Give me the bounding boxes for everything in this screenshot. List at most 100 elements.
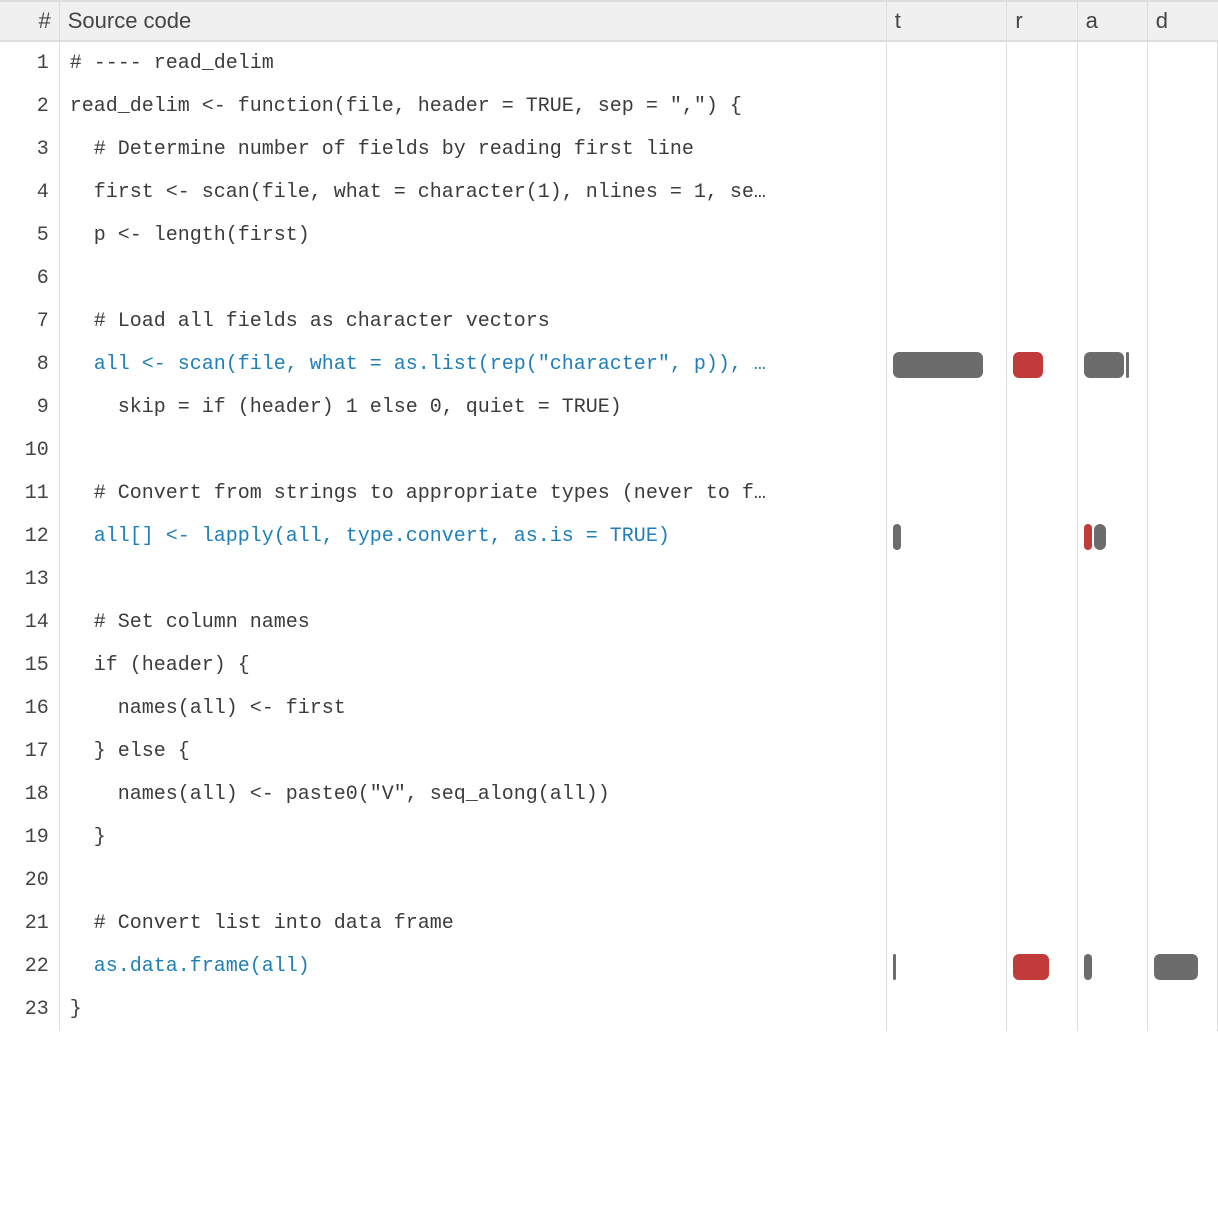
table-row[interactable]: 12 all[] <- lapply(all, type.convert, as…: [0, 515, 1218, 558]
code-line: all <- scan(file, what = as.list(rep("ch…: [59, 343, 886, 386]
table-row[interactable]: 7 # Load all fields as character vectors: [0, 300, 1218, 343]
col-header-linenum: #: [0, 1, 59, 41]
table-row[interactable]: 9 skip = if (header) 1 else 0, quiet = T…: [0, 386, 1218, 429]
table-row[interactable]: 13: [0, 558, 1218, 601]
metric-cell-a: [1077, 730, 1147, 773]
metric-cell-d: [1147, 515, 1217, 558]
metric-cell-a: [1077, 515, 1147, 558]
line-number: 18: [0, 773, 59, 816]
metric-cell-t: [886, 171, 1007, 214]
metric-cell-r: [1007, 128, 1077, 171]
metric-cell-t: [886, 945, 1007, 988]
code-line: as.data.frame(all): [59, 945, 886, 988]
metric-cell-d: [1147, 171, 1217, 214]
code-line: } else {: [59, 730, 886, 773]
code-line: # Set column names: [59, 601, 886, 644]
profile-bar: [1094, 524, 1106, 550]
metric-cell-r: [1007, 988, 1077, 1031]
col-header-t: t: [886, 1, 1007, 41]
metric-cell-t: [886, 902, 1007, 945]
code-line: [59, 558, 886, 601]
metric-cell-a: [1077, 85, 1147, 128]
table-row[interactable]: 16 names(all) <- first: [0, 687, 1218, 730]
table-row[interactable]: 19 }: [0, 816, 1218, 859]
table-row[interactable]: 1# ---- read_delim: [0, 41, 1218, 85]
metric-cell-r: [1007, 41, 1077, 85]
metric-cell-r: [1007, 644, 1077, 687]
code-line: # Load all fields as character vectors: [59, 300, 886, 343]
line-number: 3: [0, 128, 59, 171]
metric-cell-a: [1077, 859, 1147, 902]
table-row[interactable]: 8 all <- scan(file, what = as.list(rep("…: [0, 343, 1218, 386]
metric-cell-t: [886, 429, 1007, 472]
metric-cell-a: [1077, 386, 1147, 429]
metric-cell-a: [1077, 171, 1147, 214]
line-number: 14: [0, 601, 59, 644]
metric-cell-r: [1007, 300, 1077, 343]
line-number: 16: [0, 687, 59, 730]
table-row[interactable]: 21 # Convert list into data frame: [0, 902, 1218, 945]
code-line: [59, 257, 886, 300]
col-header-r: r: [1007, 1, 1077, 41]
metric-cell-d: [1147, 988, 1217, 1031]
metric-cell-a: [1077, 128, 1147, 171]
metric-cell-a: [1077, 472, 1147, 515]
table-row[interactable]: 3 # Determine number of fields by readin…: [0, 128, 1218, 171]
metric-cell-t: [886, 601, 1007, 644]
line-number: 11: [0, 472, 59, 515]
metric-cell-a: [1077, 816, 1147, 859]
metric-cell-r: [1007, 945, 1077, 988]
metric-cell-d: [1147, 257, 1217, 300]
table-row[interactable]: 20: [0, 859, 1218, 902]
table-row[interactable]: 4 first <- scan(file, what = character(1…: [0, 171, 1218, 214]
metric-cell-d: [1147, 300, 1217, 343]
metric-cell-r: [1007, 773, 1077, 816]
table-row[interactable]: 11 # Convert from strings to appropriate…: [0, 472, 1218, 515]
metric-cell-r: [1007, 515, 1077, 558]
code-line: [59, 429, 886, 472]
metric-cell-t: [886, 472, 1007, 515]
metric-cell-a: [1077, 300, 1147, 343]
metric-cell-t: [886, 644, 1007, 687]
metric-cell-t: [886, 515, 1007, 558]
line-number: 6: [0, 257, 59, 300]
metric-cell-t: [886, 558, 1007, 601]
metric-cell-r: [1007, 386, 1077, 429]
code-line: names(all) <- paste0("V", seq_along(all)…: [59, 773, 886, 816]
table-row[interactable]: 14 # Set column names: [0, 601, 1218, 644]
table-row[interactable]: 15 if (header) {: [0, 644, 1218, 687]
metric-cell-a: [1077, 558, 1147, 601]
table-row[interactable]: 18 names(all) <- paste0("V", seq_along(a…: [0, 773, 1218, 816]
metric-cell-d: [1147, 687, 1217, 730]
table-row[interactable]: 22 as.data.frame(all): [0, 945, 1218, 988]
metric-cell-a: [1077, 945, 1147, 988]
metric-cell-r: [1007, 816, 1077, 859]
metric-cell-t: [886, 988, 1007, 1031]
code-line: p <- length(first): [59, 214, 886, 257]
metric-cell-t: [886, 730, 1007, 773]
code-line: names(all) <- first: [59, 687, 886, 730]
metric-cell-a: [1077, 601, 1147, 644]
table-row[interactable]: 6: [0, 257, 1218, 300]
metric-cell-a: [1077, 773, 1147, 816]
metric-cell-a: [1077, 687, 1147, 730]
line-number: 21: [0, 902, 59, 945]
metric-cell-d: [1147, 730, 1217, 773]
metric-cell-d: [1147, 644, 1217, 687]
code-line: read_delim <- function(file, header = TR…: [59, 85, 886, 128]
code-line: # Convert list into data frame: [59, 902, 886, 945]
metric-cell-d: [1147, 773, 1217, 816]
metric-cell-t: [886, 859, 1007, 902]
profile-bar: [1084, 352, 1124, 378]
table-row[interactable]: 10: [0, 429, 1218, 472]
profile-bar: [1126, 352, 1129, 378]
metric-cell-r: [1007, 730, 1077, 773]
code-line: skip = if (header) 1 else 0, quiet = TRU…: [59, 386, 886, 429]
table-row[interactable]: 17 } else {: [0, 730, 1218, 773]
table-row[interactable]: 2read_delim <- function(file, header = T…: [0, 85, 1218, 128]
table-row[interactable]: 23}: [0, 988, 1218, 1031]
metric-cell-t: [886, 687, 1007, 730]
metric-cell-a: [1077, 988, 1147, 1031]
profiler-table: # Source code t r a d 1# ---- read_delim…: [0, 0, 1218, 1031]
table-row[interactable]: 5 p <- length(first): [0, 214, 1218, 257]
